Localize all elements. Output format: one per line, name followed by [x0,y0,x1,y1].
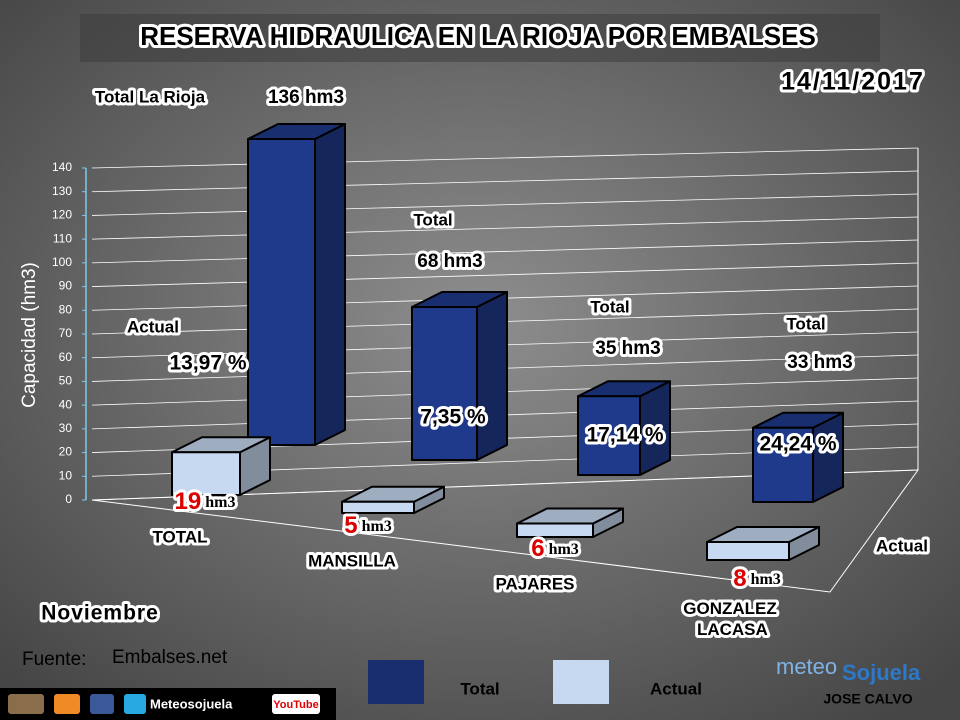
source: Embalses.net [112,647,228,668]
value-label-part: 19 [175,488,202,515]
legend-label: Total [460,679,499,698]
annotation: Total La Rioja [95,87,206,106]
y-tick-label: 30 [59,421,73,435]
x-tick-label-line: GONZALEZ [683,599,777,618]
percent-label: 24,24 % [759,433,836,456]
brand: Sojuela [842,660,921,685]
value-label-part: hm3 [201,494,235,511]
percent-label: 7,35 % [420,406,486,429]
y-axis-label: Capacidad (hm3) [19,262,40,408]
y-tick-label: 130 [52,184,72,198]
grid-line [91,239,919,264]
bar [411,306,478,461]
grid-line [91,170,919,193]
source-label: Fuente: [22,649,86,670]
y-tick-label: 20 [59,445,73,459]
y-tick-label: 100 [52,255,72,269]
bar-side [476,291,508,461]
value-label: 5 hm3 [344,512,392,539]
y-tick-label: 110 [53,231,72,245]
y-tick-label: 50 [59,374,73,388]
y-tick-label: 140 [52,160,72,174]
chart-title: RESERVA HIDRAULICA EN LA RIOJA POR EMBAL… [140,21,816,51]
bar-side [314,123,346,446]
x-tick-label: PAJARES [495,574,574,593]
value-label: 136 hm3 [268,87,344,108]
legend-swatch [368,660,424,704]
social-link[interactable]: YouTube [273,699,318,711]
y-tick-label: 70 [59,326,73,340]
annotation: Total [786,314,825,333]
value-label-part: hm3 [358,518,392,535]
bar [752,426,814,503]
value-label: 35 hm3 [595,338,660,359]
y-tick-label: 120 [52,208,72,222]
brand: meteo [776,654,837,679]
value-label: 68 hm3 [417,251,482,272]
annotation: Total [413,210,452,229]
x-tick-label: GONZALEZ LACASA [683,599,777,639]
x-tick-label: TOTAL [152,527,207,546]
y-tick-label: 10 [59,468,73,482]
y-tick-label: 0 [65,492,72,506]
value-label: 8 hm3 [733,565,781,592]
percent-label: 17,14 % [586,424,663,447]
social-link[interactable]: Meteosojuela [150,696,233,711]
author: JOSE CALVO [823,691,912,707]
grid-line [91,262,919,287]
grid-line [91,147,919,169]
value-label-part: 8 [733,565,746,592]
grid-line [91,193,919,216]
social-strip [0,688,336,720]
y-tick-label: 90 [59,279,73,293]
value-label-part: 6 [531,535,544,562]
bar [341,500,415,514]
bar [706,541,790,561]
value-label: 33 hm3 [787,352,852,373]
bar [171,451,241,496]
percent-label: 13,97 % [169,352,246,375]
date: 14/11/2017 [781,68,925,96]
value-label: 19 hm3 [175,488,236,515]
value-label: 6 hm3 [531,535,579,562]
bar [516,522,594,538]
legend-swatch [553,660,609,704]
y-tick-label: 40 [59,397,73,411]
value-label-part: hm3 [747,571,781,588]
value-label-part: 5 [344,512,357,539]
value-label-part: hm3 [545,541,579,558]
legend-label: Actual [650,679,702,698]
annotation: Actual [876,536,928,555]
y-tick-label: 80 [59,302,73,316]
annotation: Actual [127,317,179,336]
y-tick-label: 60 [59,350,73,364]
bar [577,395,641,476]
grid-line [91,216,919,240]
x-tick-label-line: LACASA [692,620,768,639]
title-band [80,14,880,62]
month: Noviembre [41,602,159,625]
bar [247,138,316,446]
annotation: Total [590,297,629,316]
x-tick-label: MANSILLA [308,551,396,570]
